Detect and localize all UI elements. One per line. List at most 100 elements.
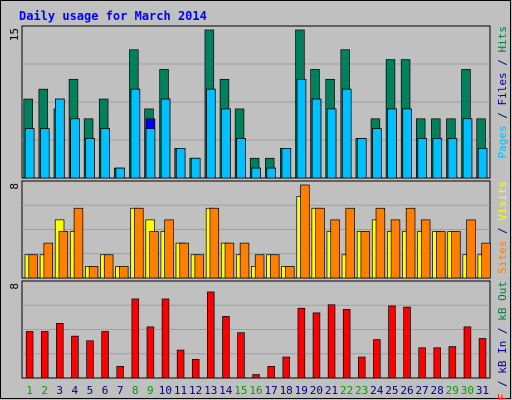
bar xyxy=(405,207,416,279)
bar xyxy=(224,242,235,279)
bar xyxy=(462,118,473,179)
bar xyxy=(86,340,94,379)
bar xyxy=(282,356,291,379)
bar xyxy=(478,338,487,379)
bar xyxy=(55,98,65,179)
day-label: 29 xyxy=(446,384,459,397)
bar xyxy=(326,108,337,179)
day-label: 6 xyxy=(102,384,109,397)
series-legend: kB F / kB In / kB Out xyxy=(496,281,509,400)
bar xyxy=(297,307,306,379)
bar xyxy=(251,167,261,179)
series-legend: Sites / Visits xyxy=(496,181,509,274)
day-label: 4 xyxy=(72,384,79,397)
bar xyxy=(372,128,382,179)
bar xyxy=(432,138,443,179)
bar xyxy=(252,374,260,379)
bar xyxy=(373,339,381,379)
bar xyxy=(73,207,84,279)
bar xyxy=(115,167,126,179)
bar xyxy=(221,108,231,179)
day-label: 2 xyxy=(41,384,48,397)
bar xyxy=(56,323,64,379)
series-pages xyxy=(24,78,488,179)
bar xyxy=(312,312,321,379)
bar xyxy=(237,332,245,379)
bar xyxy=(345,207,355,279)
bar xyxy=(149,231,159,279)
day-label: 3 xyxy=(56,384,63,397)
day-label: 15 xyxy=(234,384,247,397)
bar xyxy=(448,346,457,379)
legend-entry: / xyxy=(496,221,509,241)
bar xyxy=(466,219,476,279)
legend-entry: Sites xyxy=(496,241,509,274)
day-label: 18 xyxy=(280,384,293,397)
bar xyxy=(239,242,250,279)
bar xyxy=(100,128,110,179)
day-label: 9 xyxy=(147,384,154,397)
bar xyxy=(281,148,292,179)
bar xyxy=(71,335,79,379)
bar xyxy=(451,231,461,279)
bar xyxy=(164,219,174,279)
day-label: 28 xyxy=(431,384,444,397)
series-sites xyxy=(28,184,491,279)
legend-entry: Visits xyxy=(496,181,509,221)
bar xyxy=(222,316,230,379)
bar xyxy=(420,219,431,279)
bar xyxy=(267,366,275,379)
bar xyxy=(24,128,35,179)
day-label: 31 xyxy=(476,384,489,397)
bar xyxy=(447,138,458,179)
day-label: 20 xyxy=(310,384,323,397)
bar xyxy=(70,118,80,179)
bar xyxy=(311,98,322,179)
day-label: 5 xyxy=(87,384,94,397)
legend-entry: kB Out xyxy=(496,281,509,321)
legend-entry: / xyxy=(496,321,509,341)
bar xyxy=(269,254,280,279)
bar xyxy=(390,219,401,279)
bar xyxy=(131,298,140,379)
bar xyxy=(209,207,220,279)
legend-entry: Pages xyxy=(496,125,509,158)
bar xyxy=(40,128,50,179)
bar xyxy=(116,366,124,379)
bar xyxy=(403,306,411,379)
day-labels: 1 2 3 4 5 6 7 8 9 10 11 12 13 14 15 16 17 18 19 20 21 22 23 24 2… xyxy=(26,384,489,397)
panel-hits-files-pages: 15 Pages / Files / Hits xyxy=(8,25,509,179)
bar xyxy=(194,254,204,279)
day-label: 27 xyxy=(415,384,428,397)
y-max-label: 8 xyxy=(8,283,21,290)
bar xyxy=(360,231,371,279)
bar xyxy=(315,207,325,279)
bar xyxy=(28,254,38,279)
day-label: 30 xyxy=(461,384,474,397)
day-label: 24 xyxy=(370,384,384,397)
bar xyxy=(119,266,129,279)
bar xyxy=(175,148,186,179)
bar xyxy=(402,108,412,179)
bar xyxy=(285,266,295,279)
bar xyxy=(160,98,171,179)
bar xyxy=(296,78,307,179)
bar xyxy=(418,347,426,379)
bar xyxy=(417,138,427,179)
series-kb-f xyxy=(25,291,487,379)
bar xyxy=(342,309,351,379)
bar xyxy=(134,207,144,279)
bar xyxy=(58,231,69,279)
day-label: 16 xyxy=(249,384,262,397)
bar xyxy=(266,167,276,179)
bar xyxy=(40,331,49,379)
legend-entry: kB In xyxy=(496,341,509,374)
bar xyxy=(436,231,446,279)
bar xyxy=(375,207,386,279)
day-label: 12 xyxy=(189,384,202,397)
bar xyxy=(25,331,34,379)
bar xyxy=(342,88,352,179)
